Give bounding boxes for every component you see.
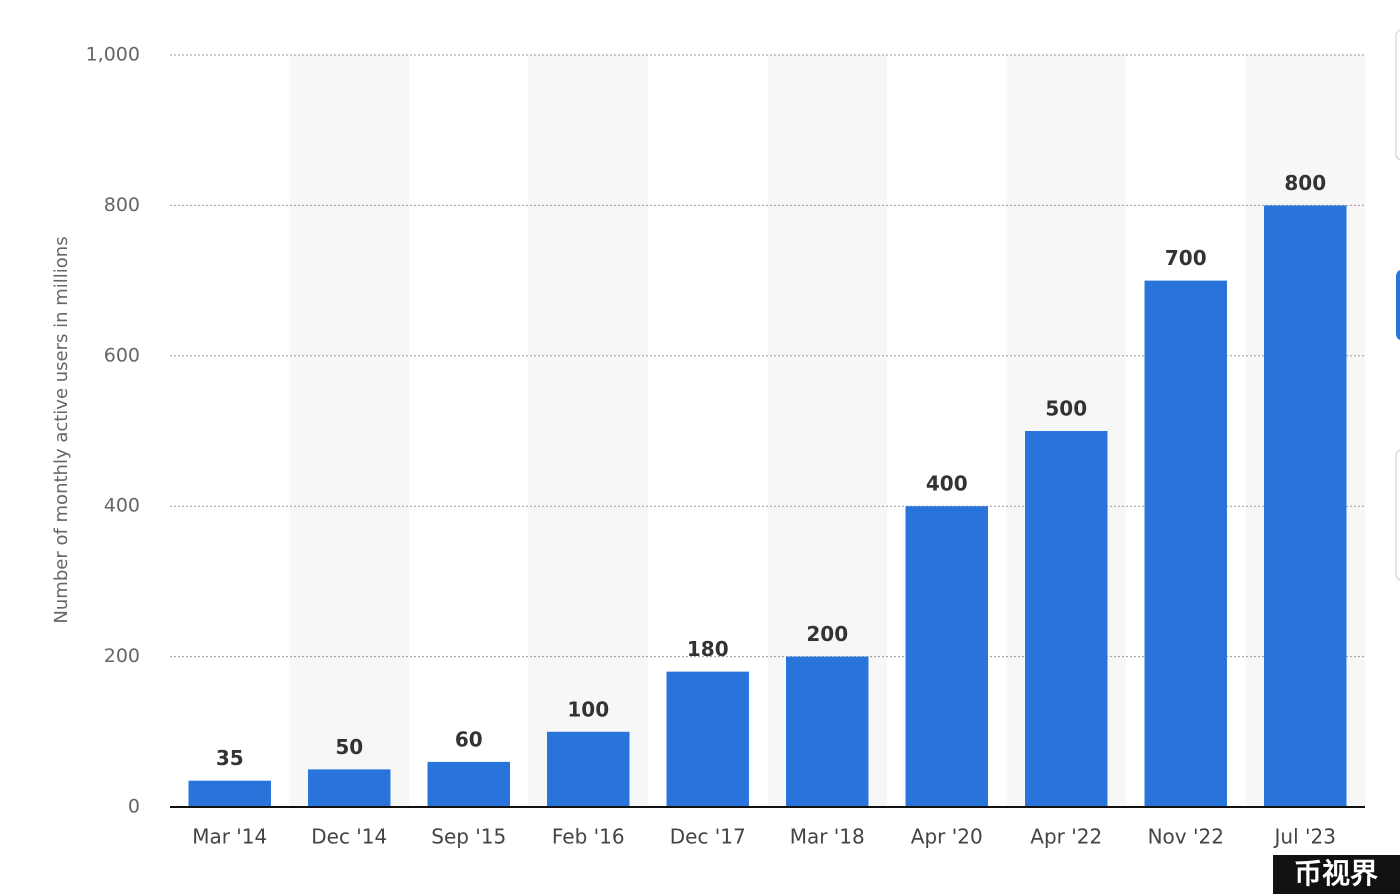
side-widget[interactable] [1395, 29, 1400, 161]
watermark: 币视界 [1294, 857, 1378, 890]
value-label: 400 [926, 472, 968, 496]
x-tick-label: Dec '17 [670, 825, 746, 849]
band-shade [289, 55, 409, 807]
bar [427, 761, 510, 807]
value-label: 50 [335, 735, 363, 759]
x-tick-label: Nov '22 [1148, 825, 1224, 849]
y-axis-title: Number of monthly active users in millio… [51, 236, 72, 623]
bar [1264, 205, 1347, 807]
bar [786, 656, 869, 807]
y-tick-label: 600 [104, 344, 140, 366]
watermark-box [1273, 855, 1400, 894]
value-label: 500 [1045, 397, 1087, 421]
bar [905, 506, 988, 807]
y-tick-label: 800 [104, 194, 140, 216]
band-shade [528, 55, 648, 807]
x-tick-label: Dec '14 [311, 825, 387, 849]
bar [188, 780, 271, 807]
value-label: 200 [806, 622, 848, 646]
x-tick-label: Feb '16 [552, 825, 625, 849]
value-label: 60 [455, 727, 483, 751]
y-tick-label: 0 [128, 796, 140, 818]
value-label: 700 [1165, 246, 1207, 270]
bar [308, 769, 391, 807]
value-label: 100 [567, 697, 609, 721]
bar [547, 731, 630, 807]
x-tick-label: Jul '23 [1273, 825, 1336, 849]
side-widget[interactable] [1396, 270, 1400, 340]
bar [666, 671, 749, 807]
y-tick-label: 200 [104, 645, 140, 667]
x-tick-label: Apr '20 [911, 825, 983, 849]
bar [1144, 280, 1227, 808]
value-label: 800 [1284, 171, 1326, 195]
value-label: 35 [216, 746, 244, 770]
x-tick-label: Sep '15 [431, 825, 506, 849]
value-label: 180 [687, 637, 729, 661]
x-tick-label: Mar '18 [790, 825, 865, 849]
y-tick-label: 400 [104, 495, 140, 517]
x-tick-label: Apr '22 [1030, 825, 1102, 849]
side-widget[interactable] [1395, 449, 1400, 581]
bar [1025, 431, 1108, 807]
x-tick-label: Mar '14 [192, 825, 267, 849]
y-tick-label: 1,000 [86, 44, 140, 66]
